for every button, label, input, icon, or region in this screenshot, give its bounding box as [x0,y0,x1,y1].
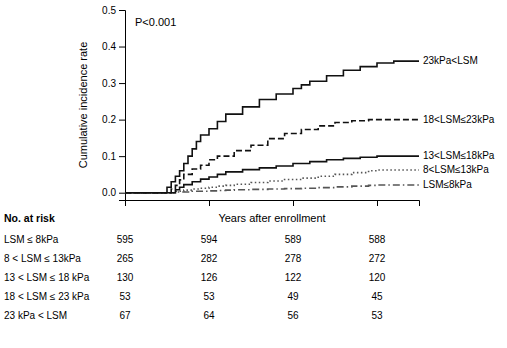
tick-mark [293,200,294,206]
tick [377,200,378,206]
tick-mark [119,156,125,157]
tick-mark [119,47,125,48]
row-value: 265 [117,253,134,264]
axis-line [126,201,420,207]
tick [125,200,126,206]
plot-area [125,61,419,193]
annotation: P<0.001 [135,16,176,28]
tick [209,200,210,206]
tick-label: 0.4 [102,41,116,52]
risk-table: No. at risk Years after enrollment LSM ≤ 8… [4,212,386,321]
row-value: 595 [117,234,134,245]
row-value: 122 [285,272,302,283]
series-label: LSM≤8kPa [423,179,472,190]
row-value: 130 [117,272,134,283]
axis-title: Cumulative incidence rate [77,42,89,169]
row-value: 278 [285,253,302,264]
row-label: 18 < LSM ≤ 23 kPa [4,291,90,302]
tick: 0.2 [102,114,125,125]
tick-label: 0.0 [102,187,116,198]
row-value: 45 [371,291,383,302]
series-label: 18<LSM≤23kPa [423,114,495,125]
tick: 0.5 [102,5,125,16]
series-line [125,185,419,193]
axis-line [119,11,126,201]
row-value: 594 [201,234,218,245]
row-value: 589 [285,234,302,245]
tick-label: 0.1 [102,151,116,162]
tick-label: 0.5 [102,5,116,16]
row-label: 13 < LSM ≤ 18 kPa [4,272,90,283]
x-axis [126,200,420,206]
row-value: 56 [287,310,299,321]
tick-label: 0.2 [102,114,116,125]
tick-mark [119,10,125,11]
row-value: 120 [369,272,386,283]
series-label: 23kPa<LSM [423,55,478,66]
tick: 0.4 [102,41,125,52]
y-axis: 0.0 0.1 0.2 0.3 0.4 0.5 [102,5,125,201]
axis-title: Years after enrollment [218,212,325,224]
row-value: 53 [203,291,215,302]
row-value: 272 [369,253,386,264]
tick-mark [119,193,125,194]
tick [293,200,294,206]
row-value: 53 [119,291,131,302]
row-value: 53 [371,310,383,321]
row-label: LSM ≤ 8kPa [4,234,59,245]
row-label: 8 < LSM ≤ 13kPa [4,253,81,264]
tick-label: 0.3 [102,78,116,89]
row-value: 67 [119,310,131,321]
chart: 0.0 0.1 0.2 0.3 0.4 0.5 Cumulative incidence r… [0,0,507,348]
tick-mark [377,200,378,206]
row-value: 49 [287,291,299,302]
tick-mark [119,83,125,84]
series-line [125,120,419,193]
tick: 0.0 [102,187,125,198]
row-label: 23 kPa < LSM [4,310,67,321]
tick-mark [119,120,125,121]
row-value: 282 [201,253,218,264]
tick: 0.3 [102,78,125,89]
series-label: 13<LSM≤18kPa [423,150,495,161]
tick-mark [209,200,210,206]
row-value: 126 [201,272,218,283]
tick-mark [125,200,126,206]
row-value: 588 [369,234,386,245]
series-line [125,170,419,193]
series-label: 8<LSM≤13kPa [423,164,489,175]
table-header: No. at risk [4,212,55,224]
tick: 0.1 [102,151,125,162]
row-value: 64 [203,310,215,321]
series-line [125,61,419,193]
